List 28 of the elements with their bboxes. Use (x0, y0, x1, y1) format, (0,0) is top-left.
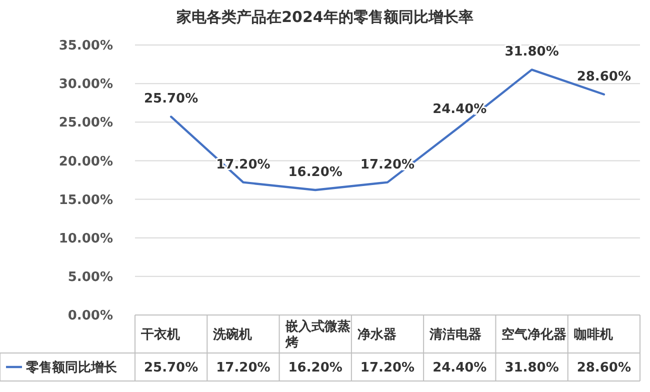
data-label: 25.70% (144, 360, 198, 376)
y-tick-label: 10.00% (58, 231, 113, 246)
data-label: 16.20% (288, 360, 342, 376)
data-label: 24.40% (432, 360, 487, 376)
data-label: 17.20% (360, 360, 415, 376)
y-tick-label: 0.00% (68, 308, 113, 324)
y-tick-label: 20.00% (58, 154, 113, 170)
x-tick-label: 净水器 (357, 328, 396, 343)
chart-title: 家电各类产品在2024年的零售额同比增长率 (176, 8, 474, 26)
data-label: 31.80% (504, 360, 559, 376)
x-tick-label: 嵌入式微蒸烤 (284, 318, 350, 351)
data-label: 28.60% (576, 360, 632, 376)
y-tick-label: 35.00% (58, 38, 113, 54)
x-tick-label: 干衣机 (140, 326, 180, 343)
y-tick-label: 15.00% (58, 192, 113, 208)
x-tick-label: 清洁电器 (428, 328, 482, 343)
text: 25.70% (144, 92, 198, 107)
y-tick-label: 25.00% (58, 116, 113, 131)
legend-label: 零售额同比增长 (25, 360, 118, 376)
y-tick-label: 30.00% (58, 77, 113, 92)
x-tick-label: 洗碗机 (212, 326, 252, 343)
text: 28.60% (576, 69, 632, 84)
x-tick-label: 咖啡机 (574, 328, 613, 343)
data-label: 17.20% (216, 360, 270, 376)
text: 31.80% (504, 44, 559, 60)
x-tick-label: 空气净化器 (502, 326, 567, 343)
y-tick-label: 5.00% (68, 270, 113, 285)
text: 16.20% (288, 165, 342, 180)
